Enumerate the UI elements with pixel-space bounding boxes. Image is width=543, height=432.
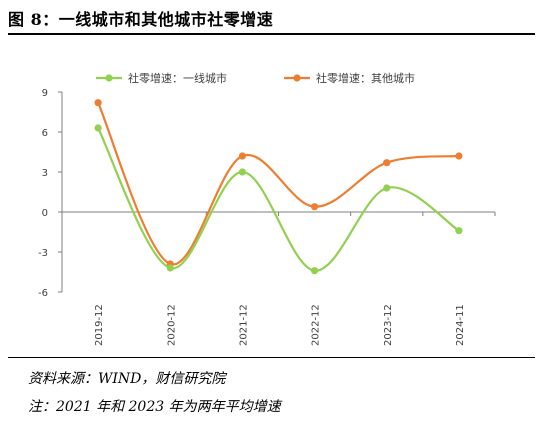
x-tick-label: 2024-11 xyxy=(455,304,466,346)
data-point-tier1 xyxy=(310,267,319,275)
data-point-tier1 xyxy=(383,184,391,192)
chart-area: 社零增速：一线城市 社零增速：其他城市 9 6 3 0 -3 -6 2019-12 2020-1… xyxy=(0,36,543,356)
figure-title: 图 8：一线城市和其他城市社零增速 xyxy=(8,10,274,29)
x-tick-label: 2023-12 xyxy=(383,304,394,346)
x-tick-label: 2021-12 xyxy=(238,304,249,346)
title-rule xyxy=(8,33,535,35)
y-tick-label: -6 xyxy=(38,288,48,299)
x-tick-label: 2019-12 xyxy=(94,304,105,346)
data-point-others xyxy=(238,152,247,160)
data-point-tier1 xyxy=(455,227,463,235)
data-point-others xyxy=(310,203,319,211)
chart-legend: 社零增速：一线城市 社零增速：其他城市 xyxy=(96,71,415,85)
y-tick-label: 6 xyxy=(42,128,48,139)
data-point-tier1 xyxy=(166,264,174,272)
legend-item-tier1-marker xyxy=(105,74,113,82)
x-tick-label: 2020-12 xyxy=(166,304,177,346)
legend-item-tier1-label: 社零增速：一线城市 xyxy=(128,71,227,85)
chart-series xyxy=(94,99,463,275)
series-line-others xyxy=(97,102,460,266)
data-point-others xyxy=(383,159,391,167)
data-point-tier1 xyxy=(238,168,247,176)
y-tick-label: -3 xyxy=(38,248,48,259)
data-point-others xyxy=(455,152,463,160)
footnote: 注：2021 年和 2023 年为两年平均增速 xyxy=(28,399,281,415)
line-chart: 社零增速：一线城市 社零增速：其他城市 9 6 3 0 -3 -6 2019-12 2020-1… xyxy=(38,71,496,346)
legend-item-others-marker xyxy=(293,74,301,82)
source-note: 资料来源：WIND，财信研究院 xyxy=(28,371,226,387)
y-tick-label: 9 xyxy=(42,88,48,99)
data-point-others xyxy=(94,99,102,107)
data-point-tier1 xyxy=(94,124,102,132)
footer-rule xyxy=(8,357,535,358)
x-tick-label: 2022-12 xyxy=(311,304,322,346)
y-tick-label: 3 xyxy=(42,168,48,179)
legend-item-others-label: 社零增速：其他城市 xyxy=(316,71,415,85)
series-line-tier1 xyxy=(97,127,460,272)
y-tick-label: 0 xyxy=(42,208,48,219)
